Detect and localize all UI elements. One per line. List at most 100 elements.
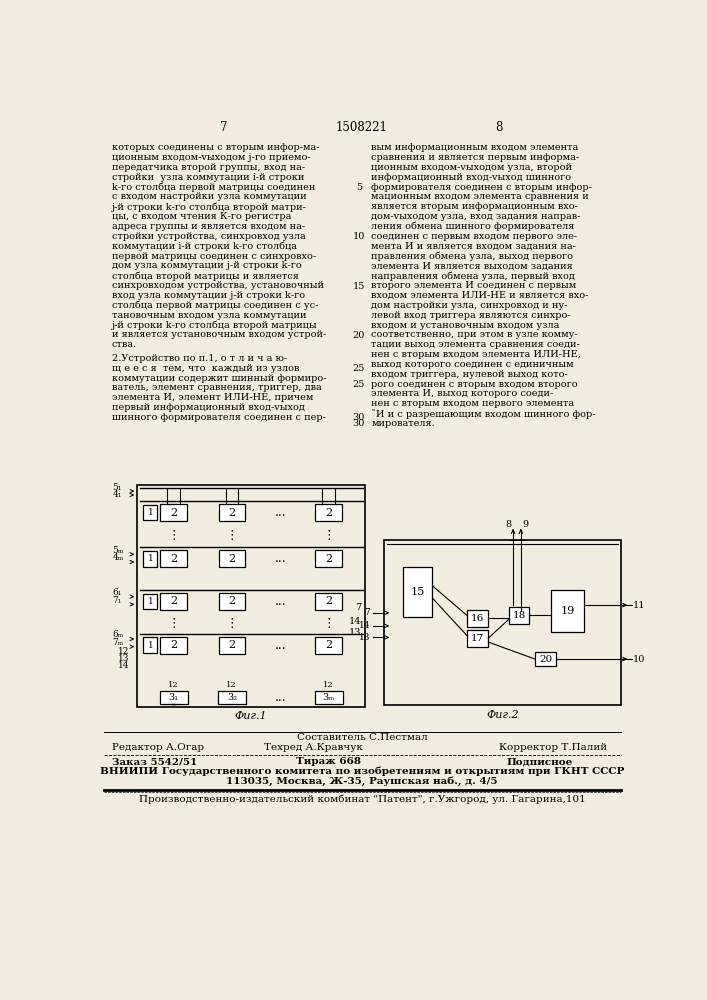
Text: 5₁: 5₁ — [112, 483, 122, 492]
Text: столбца первой матрицы соединен с ус­: столбца первой матрицы соединен с ус­ — [112, 301, 318, 310]
Text: 9: 9 — [522, 520, 529, 529]
Text: 1508221: 1508221 — [336, 121, 388, 134]
Text: нен с вторым входом элемента ИЛИ­НЕ,: нен с вторым входом элемента ИЛИ­НЕ, — [371, 350, 581, 359]
Text: вым информационным входом элемента: вым информационным входом элемента — [371, 143, 578, 152]
Text: шинного формирователя соединен с пер­: шинного формирователя соединен с пер­ — [112, 413, 325, 422]
Text: соединен с первым входом первого эле­: соединен с первым входом первого эле­ — [371, 232, 578, 241]
Text: ...: ... — [274, 552, 286, 565]
Text: мационным входом элемента сравнения и: мационным входом элемента сравнения и — [371, 192, 589, 201]
Text: ⋮: ⋮ — [168, 617, 180, 630]
Text: левой вход триггера являются синхро­: левой вход триггера являются синхро­ — [371, 311, 571, 320]
Bar — [315, 691, 343, 704]
Text: ...: ... — [274, 595, 286, 608]
Bar — [315, 637, 341, 654]
Text: Корректор Т.Палий: Корректор Т.Палий — [499, 743, 607, 752]
Bar — [509, 607, 530, 624]
Text: 30: 30 — [353, 413, 365, 422]
Text: 2: 2 — [228, 596, 235, 606]
Text: является вторым информационным вхо­: является вторым информационным вхо­ — [371, 202, 578, 211]
Text: 8: 8 — [506, 520, 512, 529]
Text: стройки  узла коммутации i­й строки: стройки узла коммутации i­й строки — [112, 173, 304, 182]
Text: ...: ... — [274, 691, 286, 704]
Text: 13: 13 — [349, 628, 361, 637]
Text: 12: 12 — [226, 681, 237, 689]
Bar — [160, 637, 187, 654]
Text: ВНИИПИ Государственного комитета по изобретениям и открытиям при ГКНТ СССР: ВНИИПИ Государственного комитета по изоб… — [100, 767, 624, 776]
Bar — [315, 593, 341, 610]
Text: коммутации содержит шинный формиро­: коммутации содержит шинный формиро­ — [112, 374, 326, 383]
Bar — [467, 630, 489, 647]
Text: Редактор А.Огар: Редактор А.Огар — [112, 743, 204, 752]
Text: второго элемента И соединен с первым: второго элемента И соединен с первым — [371, 281, 576, 290]
Bar — [218, 593, 245, 610]
Text: нен с вторым входом первого элемента: нен с вторым входом первого элемента — [371, 399, 574, 408]
Text: 12: 12 — [168, 681, 179, 689]
Text: 2: 2 — [170, 596, 177, 606]
Text: которых соединены с вторым инфор­ма­: которых соединены с вторым инфор­ма­ — [112, 143, 319, 152]
Text: рого соединен с вторым входом второго: рого соединен с вторым входом второго — [371, 380, 578, 389]
Text: 14: 14 — [349, 617, 361, 626]
Text: 3ₘ: 3ₘ — [322, 693, 335, 702]
Text: Тираж 668: Тираж 668 — [296, 757, 361, 766]
Text: ⋮: ⋮ — [322, 529, 335, 542]
Text: 7: 7 — [365, 608, 370, 617]
Text: дом настройки узла, синхровход и ну­: дом настройки узла, синхровход и ну­ — [371, 301, 568, 310]
Text: 2: 2 — [228, 508, 235, 518]
Text: 1: 1 — [148, 508, 153, 517]
Text: k­го столбца первой матрицы соединен: k­го столбца первой матрицы соединен — [112, 183, 315, 192]
Text: 6₁: 6₁ — [112, 588, 122, 597]
Text: Производственно-издательский комбинат "Патент", г.Ужгород, ул. Гагарина,101: Производственно-издательский комбинат "П… — [139, 795, 585, 804]
Text: правления обмена узла, выход первого: правления обмена узла, выход первого — [371, 252, 573, 261]
Text: 16: 16 — [471, 614, 484, 623]
Text: входом элемента ИЛИ­НЕ и является вхо­: входом элемента ИЛИ­НЕ и является вхо­ — [371, 291, 589, 300]
Text: 13: 13 — [118, 654, 129, 663]
Text: 2: 2 — [170, 508, 177, 518]
Text: тановочным входом узла коммутации: тановочным входом узла коммутации — [112, 311, 306, 320]
Text: 1: 1 — [148, 554, 153, 563]
Text: 13: 13 — [359, 633, 370, 642]
Text: выход которого соединен с единичным: выход которого соединен с единичным — [371, 360, 574, 369]
Text: адреса группы и является входом на­: адреса группы и является входом на­ — [112, 222, 305, 231]
Text: 1: 1 — [148, 641, 153, 650]
Text: ⋮: ⋮ — [226, 529, 238, 542]
Text: мента И и является входом задания на­: мента И и является входом задания на­ — [371, 242, 576, 251]
Text: входом триггера, нулевой выход кото­: входом триггера, нулевой выход кото­ — [371, 370, 568, 379]
Text: 7ₘ: 7ₘ — [112, 638, 124, 647]
Bar — [218, 637, 245, 654]
Text: 8: 8 — [496, 121, 503, 134]
Text: 4ₘ: 4ₘ — [112, 553, 124, 562]
Bar — [160, 550, 187, 567]
Text: 2: 2 — [325, 596, 332, 606]
Text: 2: 2 — [325, 554, 332, 564]
Text: 2: 2 — [325, 508, 332, 518]
Text: столбца второй матрицы и является: столбца второй матрицы и является — [112, 271, 298, 281]
Text: 7: 7 — [355, 603, 361, 612]
Bar — [160, 504, 187, 521]
Text: первой матрицы соединен с синхровхо­: первой матрицы соединен с синхровхо­ — [112, 252, 316, 261]
Text: 12: 12 — [118, 647, 129, 656]
Text: Составитель С.Пестмал: Составитель С.Пестмал — [296, 733, 427, 742]
Bar — [385, 540, 621, 705]
Bar — [315, 504, 341, 521]
Text: ватель, элемент сравнения, триггер, два: ватель, элемент сравнения, триггер, два — [112, 383, 322, 392]
Text: входом и установочным входом узла: входом и установочным входом узла — [371, 321, 560, 330]
Text: 10: 10 — [633, 654, 645, 664]
Bar — [467, 610, 489, 627]
Text: первый информационный вход­vыход: первый информационный вход­vыход — [112, 403, 305, 412]
Text: 20: 20 — [353, 331, 365, 340]
Text: дом узла коммутации j­й строки k­го: дом узла коммутации j­й строки k­го — [112, 261, 301, 270]
Text: Фиг.1: Фиг.1 — [235, 711, 267, 721]
Text: 2: 2 — [228, 554, 235, 564]
Text: 18: 18 — [513, 611, 526, 620]
Bar — [315, 550, 341, 567]
Text: 113035, Москва, Ж-35, Раушская наб., д. 4/5: 113035, Москва, Ж-35, Раушская наб., д. … — [226, 776, 498, 786]
Text: 20: 20 — [539, 654, 552, 664]
Text: ...: ... — [274, 639, 286, 652]
Text: передатчика второй группы, вход на­: передатчика второй группы, вход на­ — [112, 163, 305, 172]
Text: стройки устройства, синхровход узла: стройки устройства, синхровход узла — [112, 232, 305, 241]
Text: 5ₘ: 5ₘ — [112, 546, 124, 555]
Text: элемента И является выходом задания: элемента И является выходом задания — [371, 261, 573, 270]
Text: ления обмена шинного формирователя: ления обмена шинного формирователя — [371, 222, 575, 231]
Text: 7₁: 7₁ — [112, 596, 122, 605]
Text: 10: 10 — [353, 232, 365, 241]
